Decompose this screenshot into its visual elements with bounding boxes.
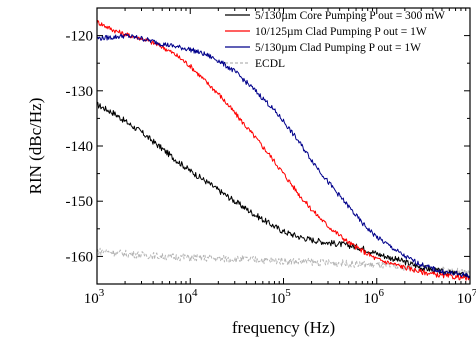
y-tick-label: -140: [66, 139, 94, 155]
ticks-layer: 103 104 105 106 107 -120 -130 -140 -150 -160: [66, 7, 476, 307]
plot-frame: [96, 7, 471, 285]
legend-label-2: 5/130µm Clad Pumping P out = 1W: [255, 42, 421, 54]
x-tick-label: 103: [84, 287, 105, 307]
series-line-3: [97, 247, 470, 276]
series-line-0: [97, 101, 470, 278]
legend-label-1: 10/125µm Clad Pumping P out = 1W: [255, 26, 427, 38]
y-axis-title: RIN (dBc/Hz): [26, 98, 45, 195]
x-axis-title: frequency (Hz): [232, 318, 335, 337]
series-line-1: [97, 20, 470, 281]
x-tick-label: 105: [270, 287, 291, 307]
series-line-2: [97, 33, 470, 279]
legend-label-3: ECDL: [255, 58, 285, 70]
y-tick-label: -120: [66, 29, 94, 45]
x-tick-label: 107: [457, 287, 476, 307]
y-tick-label: -160: [66, 249, 94, 265]
x-tick-label: 104: [177, 287, 198, 307]
y-tick-label: -150: [66, 194, 94, 210]
legend-label-0: 5/130µm Core Pumping P out = 300 mW: [255, 10, 445, 22]
legend: 5/130µm Core Pumping P out = 300 mW 10/12…: [225, 10, 445, 70]
series-layer: [97, 20, 470, 281]
x-tick-label: 106: [364, 287, 385, 307]
y-tick-label: -130: [66, 84, 94, 100]
